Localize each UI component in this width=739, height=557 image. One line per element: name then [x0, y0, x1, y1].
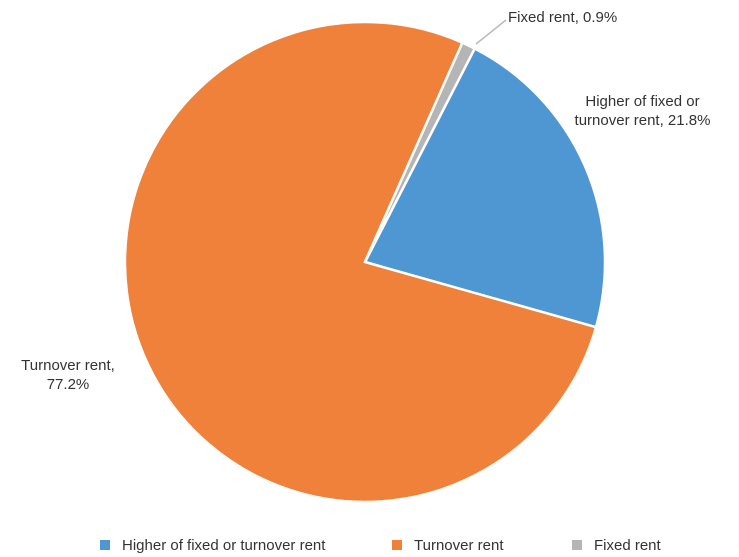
- legend-swatch: [572, 540, 582, 550]
- legend-label: Higher of fixed or turnover rent: [122, 537, 326, 554]
- pie-slice: [363, 41, 477, 263]
- pie-slice: [363, 46, 607, 329]
- data-label: Fixed rent, 0.9%: [508, 9, 618, 26]
- data-label: Higher of fixed or turnover rent, 21.8%: [574, 93, 711, 129]
- legend-label: Fixed rent: [594, 537, 662, 554]
- legend-label: Turnover rent: [414, 537, 504, 554]
- data-label: Turnover rent, 77.2%: [21, 357, 115, 393]
- pie-slice: [123, 20, 598, 504]
- leader-line: [475, 19, 507, 45]
- legend-swatch: [392, 540, 402, 550]
- legend-swatch: [100, 540, 110, 550]
